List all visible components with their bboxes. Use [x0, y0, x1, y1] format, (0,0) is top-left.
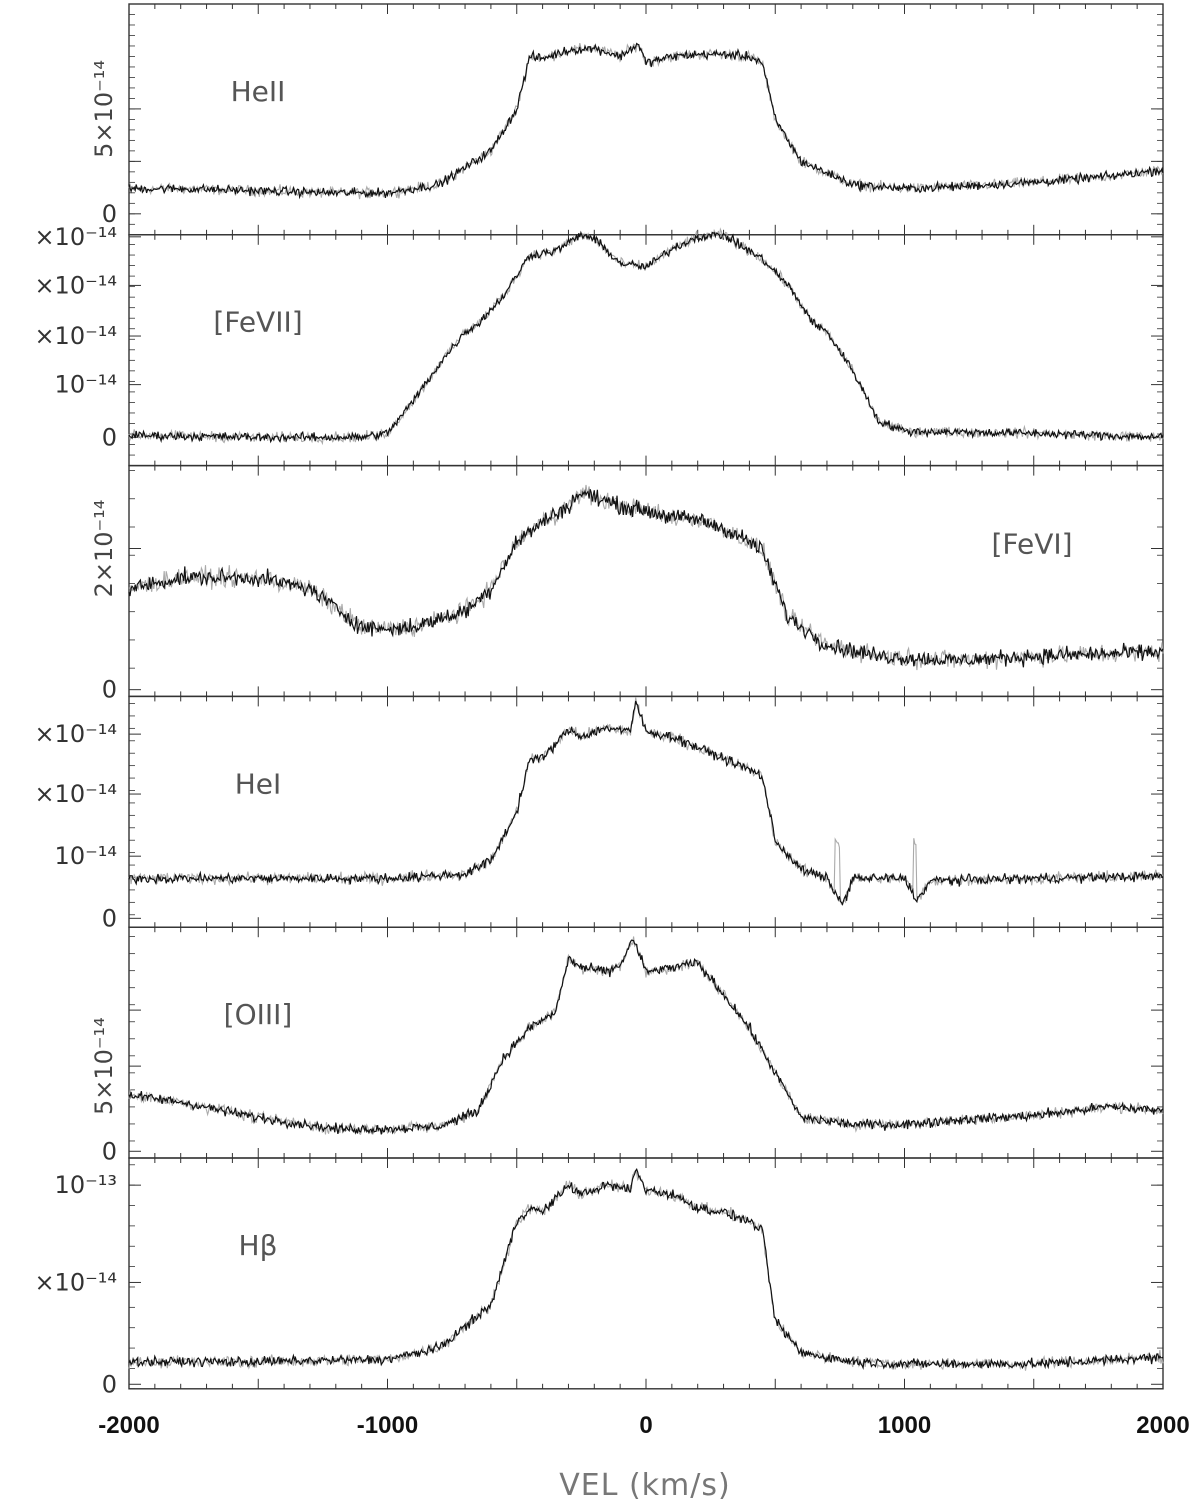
x-tick-label: -2000	[98, 1412, 159, 1439]
emission-line-label: HeI	[235, 767, 282, 800]
y-tick-label: 0	[102, 676, 117, 704]
y-tick-label: ×10⁻¹⁴	[34, 720, 117, 748]
y-tick-label: 0	[102, 1137, 117, 1165]
x-axis-title: VEL (km/s)	[559, 1468, 730, 1503]
emission-line-label: [FeVII]	[213, 306, 302, 339]
series-1-profile-4	[128, 700, 1164, 906]
emission-line-label: [OIII]	[224, 998, 293, 1031]
x-tick-label: 2000	[1136, 1412, 1189, 1439]
series-1-profile-6	[128, 1168, 1164, 1371]
panel-frame-1	[128, 3, 1164, 236]
y-tick-label: 0	[102, 200, 117, 228]
series-1-profile-1	[128, 42, 1164, 200]
series-1-profile-3	[128, 488, 1164, 668]
y-tick-label: ×10⁻¹⁴	[34, 1268, 117, 1296]
y-tick-label: ×10⁻¹⁴	[34, 780, 117, 808]
series-2-profile-6	[128, 1169, 1164, 1371]
series-1-profile-2	[128, 230, 1164, 444]
y-tick-label: ×10⁻¹⁴	[34, 223, 117, 251]
y-tick-label: 5×10⁻¹⁴	[90, 60, 118, 158]
y-tick-label: ×10⁻¹⁴	[34, 322, 117, 350]
emission-line-label: HeII	[231, 75, 286, 108]
y-tick-label: 10⁻¹⁴	[55, 842, 117, 870]
x-tick-label: 0	[639, 1412, 652, 1439]
series-2-profile-1	[128, 42, 1164, 200]
series-2-profile-3	[128, 484, 1164, 671]
y-tick-label: 0	[102, 423, 117, 451]
series-2-profile-5	[128, 936, 1164, 1136]
emission-line-label: Hβ	[239, 1229, 278, 1262]
panel-frame-3	[128, 464, 1164, 698]
x-tick-label: 1000	[878, 1412, 931, 1439]
y-tick-label: ×10⁻¹⁴	[34, 271, 117, 299]
y-tick-label: 5×10⁻¹⁴	[90, 1017, 118, 1115]
emission-line-label: [FeVI]	[991, 527, 1072, 560]
y-tick-label: 10⁻¹³	[55, 1171, 117, 1199]
x-tick-label: -1000	[357, 1412, 418, 1439]
series-1-profile-5	[128, 939, 1164, 1135]
y-tick-label: 2×10⁻¹⁴	[90, 500, 118, 598]
y-tick-label: 0	[102, 904, 117, 932]
y-tick-label: 0	[102, 1370, 117, 1398]
y-tick-label: 10⁻¹⁴	[55, 371, 117, 399]
